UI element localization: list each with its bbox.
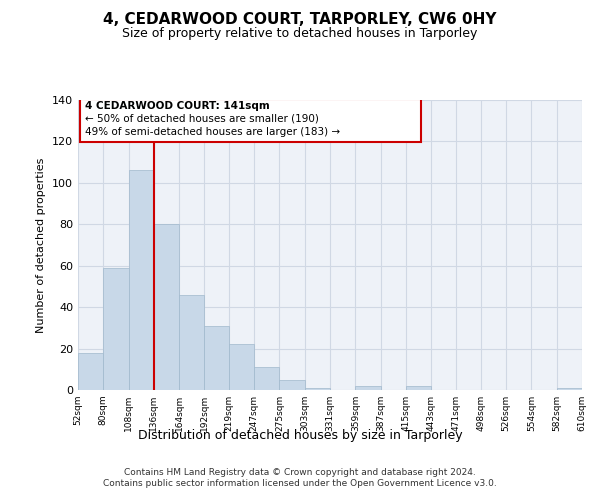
Bar [355,386,380,390]
Bar [254,367,280,390]
Bar [179,294,205,390]
Text: Distribution of detached houses by size in Tarporley: Distribution of detached houses by size … [137,428,463,442]
Text: 4 CEDARWOOD COURT: 141sqm: 4 CEDARWOOD COURT: 141sqm [85,101,270,111]
Bar [557,388,582,390]
Bar [229,344,254,390]
Y-axis label: Number of detached properties: Number of detached properties [37,158,46,332]
Bar [205,326,229,390]
Text: 49% of semi-detached houses are larger (183) →: 49% of semi-detached houses are larger (… [85,127,340,137]
Bar [305,388,330,390]
Bar [103,268,128,390]
Text: ← 50% of detached houses are smaller (190): ← 50% of detached houses are smaller (19… [85,114,319,124]
Bar [128,170,154,390]
Text: Contains HM Land Registry data © Crown copyright and database right 2024.
Contai: Contains HM Land Registry data © Crown c… [103,468,497,487]
Text: Size of property relative to detached houses in Tarporley: Size of property relative to detached ho… [122,28,478,40]
Text: 4, CEDARWOOD COURT, TARPORLEY, CW6 0HY: 4, CEDARWOOD COURT, TARPORLEY, CW6 0HY [103,12,497,28]
Bar [280,380,305,390]
Bar [78,352,103,390]
Bar [406,386,431,390]
Bar [154,224,179,390]
Bar [80,99,421,142]
